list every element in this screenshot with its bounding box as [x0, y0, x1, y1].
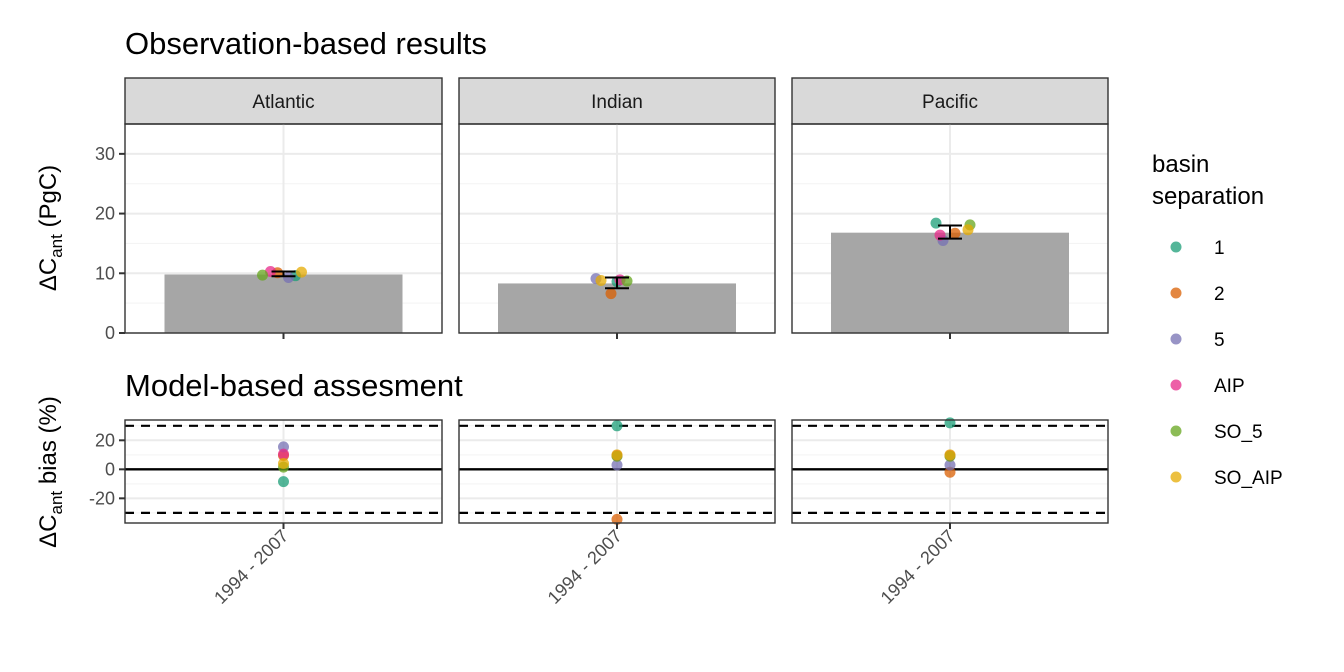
legend-label-1: 1	[1214, 238, 1225, 259]
y-axis-title-bottom-prefix: ΔC	[35, 514, 62, 547]
data-point-aip	[278, 448, 289, 460]
y-tick-label: 10	[95, 263, 115, 283]
y-axis-title-top-subscript: ant	[47, 234, 66, 258]
y-axis-title-top-prefix: ΔC	[35, 258, 62, 291]
data-point-1	[278, 476, 289, 488]
data-point-2	[949, 227, 961, 239]
y-tick-label: 0	[105, 459, 115, 479]
facet-strip-atlantic	[124, 77, 443, 125]
bar-pacific	[831, 232, 1069, 333]
data-point-so_5	[257, 269, 268, 281]
legend-key-so_aip	[1170, 471, 1182, 483]
y-tick-label: 20	[95, 430, 115, 450]
y-axis-title-bottom: ΔCant bias (%)	[35, 396, 66, 548]
legend-key-so_5	[1170, 425, 1182, 437]
y-tick-label: 30	[95, 144, 115, 164]
data-point-5	[944, 459, 956, 471]
data-point-5	[611, 459, 623, 471]
legend-key-5	[1170, 333, 1182, 345]
legend-key-1	[1170, 241, 1182, 253]
data-point-1	[611, 420, 623, 432]
legend-title: basin	[1152, 151, 1209, 178]
facet-strip-pacific	[791, 77, 1109, 125]
bar-indian	[498, 283, 736, 333]
x-tick-label: 1994 - 2007	[210, 526, 292, 608]
facet-label-pacific: Pacific	[922, 92, 978, 113]
chart-title-top: Observation-based results	[125, 26, 487, 61]
y-tick-label: 0	[105, 323, 115, 343]
legend-label-aip: AIP	[1214, 376, 1245, 397]
data-point-5	[283, 271, 294, 283]
y-axis-title-top-suffix: (PgC)	[35, 165, 62, 234]
facet-label-indian: Indian	[591, 92, 643, 113]
y-axis-title-top: ΔCant (PgC)	[35, 165, 66, 291]
y-tick-label: 20	[95, 204, 115, 224]
data-point-2	[611, 513, 623, 525]
data-point-so_aip	[962, 224, 974, 236]
data-point-1	[930, 217, 942, 229]
data-point-2	[605, 288, 617, 300]
legend-label-so_aip: SO_AIP	[1214, 468, 1283, 489]
legend-title: separation	[1152, 183, 1264, 210]
y-axis-title-bottom-subscript: ant	[47, 491, 66, 515]
data-point-so_aip	[611, 449, 623, 461]
legend-key-2	[1170, 287, 1182, 299]
y-tick-label: -20	[89, 488, 115, 508]
facet-strip-indian	[458, 77, 776, 125]
x-tick-label: 1994 - 2007	[544, 526, 626, 608]
legend-key-aip	[1170, 379, 1182, 391]
legend-label-so_5: SO_5	[1214, 422, 1263, 443]
y-axis-title-bottom-suffix: bias (%)	[35, 396, 62, 491]
data-point-so_aip	[595, 274, 607, 286]
bar-atlantic	[164, 274, 403, 333]
data-point-so_aip	[944, 449, 956, 461]
data-point-so_aip	[278, 458, 289, 470]
data-point-so_aip	[296, 266, 307, 278]
legend-label-2: 2	[1214, 284, 1225, 305]
chart-title-bottom: Model-based assesment	[125, 368, 463, 403]
x-tick-label: 1994 - 2007	[877, 526, 959, 608]
data-point-1	[944, 417, 956, 429]
facet-label-atlantic: Atlantic	[252, 92, 314, 113]
legend-label-5: 5	[1214, 330, 1225, 351]
